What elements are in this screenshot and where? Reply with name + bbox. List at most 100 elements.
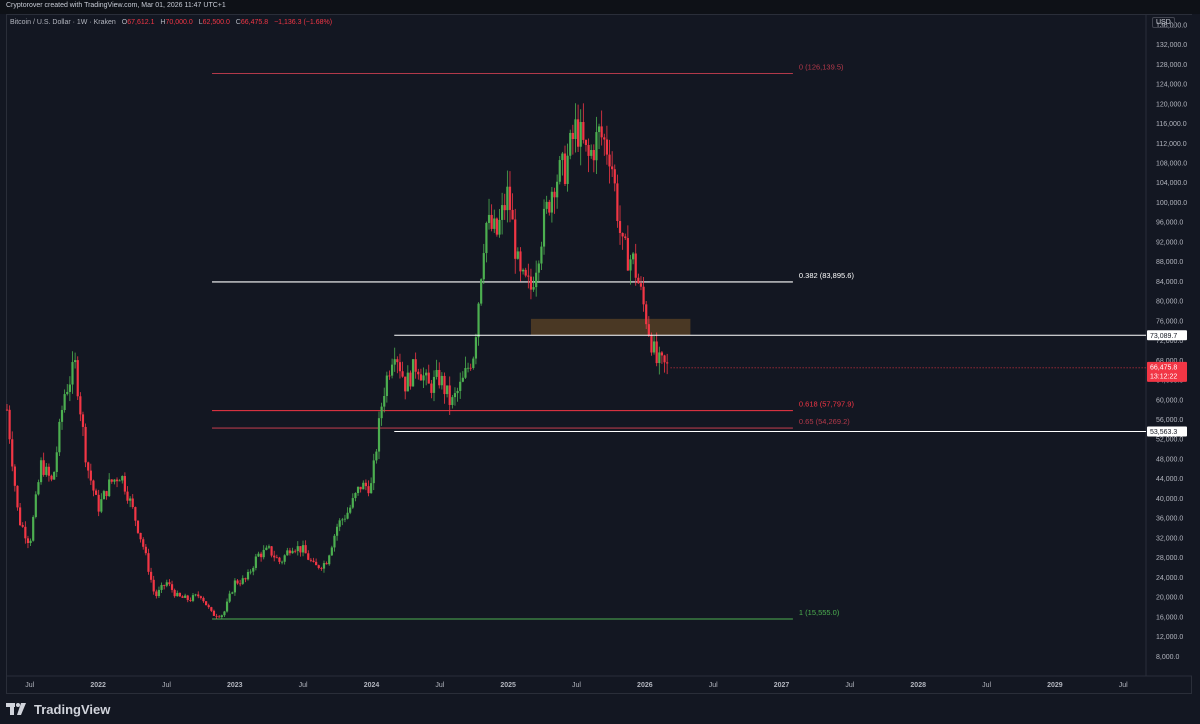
candle-body [409, 372, 412, 387]
candle-body [616, 183, 619, 222]
tradingview-logo[interactable]: TradingView [6, 700, 110, 718]
candle-body [333, 535, 336, 548]
x-tick-label: 2023 [227, 682, 243, 689]
candle-body [370, 483, 373, 494]
price-line-label-bg [1147, 330, 1187, 341]
candle-body [406, 372, 409, 392]
candle-body [249, 571, 252, 573]
candle-body [608, 154, 611, 167]
candle-body [178, 592, 182, 597]
close-label: C [235, 19, 241, 26]
high-label: H [160, 19, 166, 26]
open-value: 67,612.1 [127, 19, 155, 26]
candle-body [574, 119, 577, 140]
candle-body [173, 589, 176, 597]
candle-body [207, 605, 210, 608]
candle-body [440, 375, 443, 386]
candle-body [592, 150, 595, 161]
x-tick-label: Jul [845, 682, 854, 689]
header-bar [0, 0, 1200, 14]
candle-body [529, 276, 533, 290]
candle-body [346, 512, 349, 519]
candle-body [8, 409, 11, 440]
price-line-label-bg [1147, 426, 1187, 437]
candle-body [239, 583, 242, 585]
high-value: 70,000.0 [165, 19, 193, 26]
x-tick-label: Jul [982, 682, 991, 689]
candle-body [34, 494, 37, 518]
y-tick-label: 68,000.0 [1156, 358, 1183, 365]
candle-body [16, 485, 19, 508]
candle-body [422, 375, 425, 381]
candle-body [587, 145, 590, 156]
candle-body [459, 381, 462, 391]
candle-body [448, 385, 451, 405]
candle-body [516, 251, 519, 259]
candle-body [100, 499, 103, 512]
x-tick-label: 2022 [90, 682, 106, 689]
candle-body [165, 582, 168, 586]
candle-body [315, 561, 318, 566]
candle-body [639, 283, 643, 287]
candle-body [121, 476, 124, 481]
low-label: L [198, 19, 203, 26]
candle-body [637, 277, 640, 284]
x-tick-label: Jul [435, 682, 444, 689]
candle-body [47, 466, 51, 476]
y-tick-label: 8,000.0 [1156, 654, 1179, 661]
y-tick-label: 12,000.0 [1156, 634, 1183, 641]
candle-body [508, 186, 512, 210]
y-tick-label: 132,000.0 [1156, 42, 1187, 49]
candle-body [176, 592, 179, 597]
candle-body [11, 439, 14, 467]
candle-body [278, 557, 281, 562]
candle-body [129, 498, 132, 501]
candle-body [597, 126, 601, 133]
x-tick-label: 2027 [774, 682, 790, 689]
candle-body [108, 479, 111, 497]
candle-body [595, 132, 598, 161]
candle-body [84, 426, 87, 463]
candle-body [53, 471, 56, 480]
candle-body [390, 364, 394, 376]
candle-body [142, 539, 145, 547]
candle-body [362, 482, 365, 490]
y-tick-label: 76,000.0 [1156, 318, 1183, 325]
candle-body [139, 532, 142, 540]
candle-body [472, 358, 475, 368]
candle-body [330, 547, 333, 556]
candle-body [582, 121, 585, 140]
y-tick-label: 92,000.0 [1156, 239, 1183, 246]
candle-body [136, 520, 140, 533]
candle-body [215, 615, 218, 617]
candle-body [537, 263, 540, 273]
candle-body [244, 578, 247, 580]
candle-body [464, 368, 467, 378]
currency-button[interactable]: USD [1152, 17, 1175, 28]
x-tick-label: 2029 [1047, 682, 1063, 689]
y-tick-label: 72,000.0 [1156, 338, 1183, 345]
candle-body [126, 491, 129, 501]
candle-body [398, 362, 402, 372]
y-tick-label: 20,000.0 [1156, 595, 1183, 602]
candle-body [92, 480, 95, 491]
candle-body [576, 119, 580, 147]
candle-body [393, 359, 396, 365]
candle-body [634, 253, 637, 278]
candle-body [354, 493, 357, 499]
candle-body [163, 584, 166, 586]
candle-body [430, 383, 433, 393]
candle-body [349, 507, 352, 513]
y-tick-label: 80,000.0 [1156, 299, 1183, 306]
candle-body [351, 498, 354, 508]
candle-body [666, 362, 669, 364]
candle-body [29, 540, 32, 544]
candle-body [18, 507, 22, 526]
candle-body [275, 557, 278, 559]
candle-body [63, 394, 66, 411]
x-tick-label: Jul [572, 682, 581, 689]
candle-body [194, 594, 197, 596]
candle-body [312, 560, 315, 562]
candlestick-chart[interactable]: 136,000.0 132,000.0 128,000.0 124,000.0 120,… [0, 0, 1200, 700]
candle-body [613, 169, 616, 184]
